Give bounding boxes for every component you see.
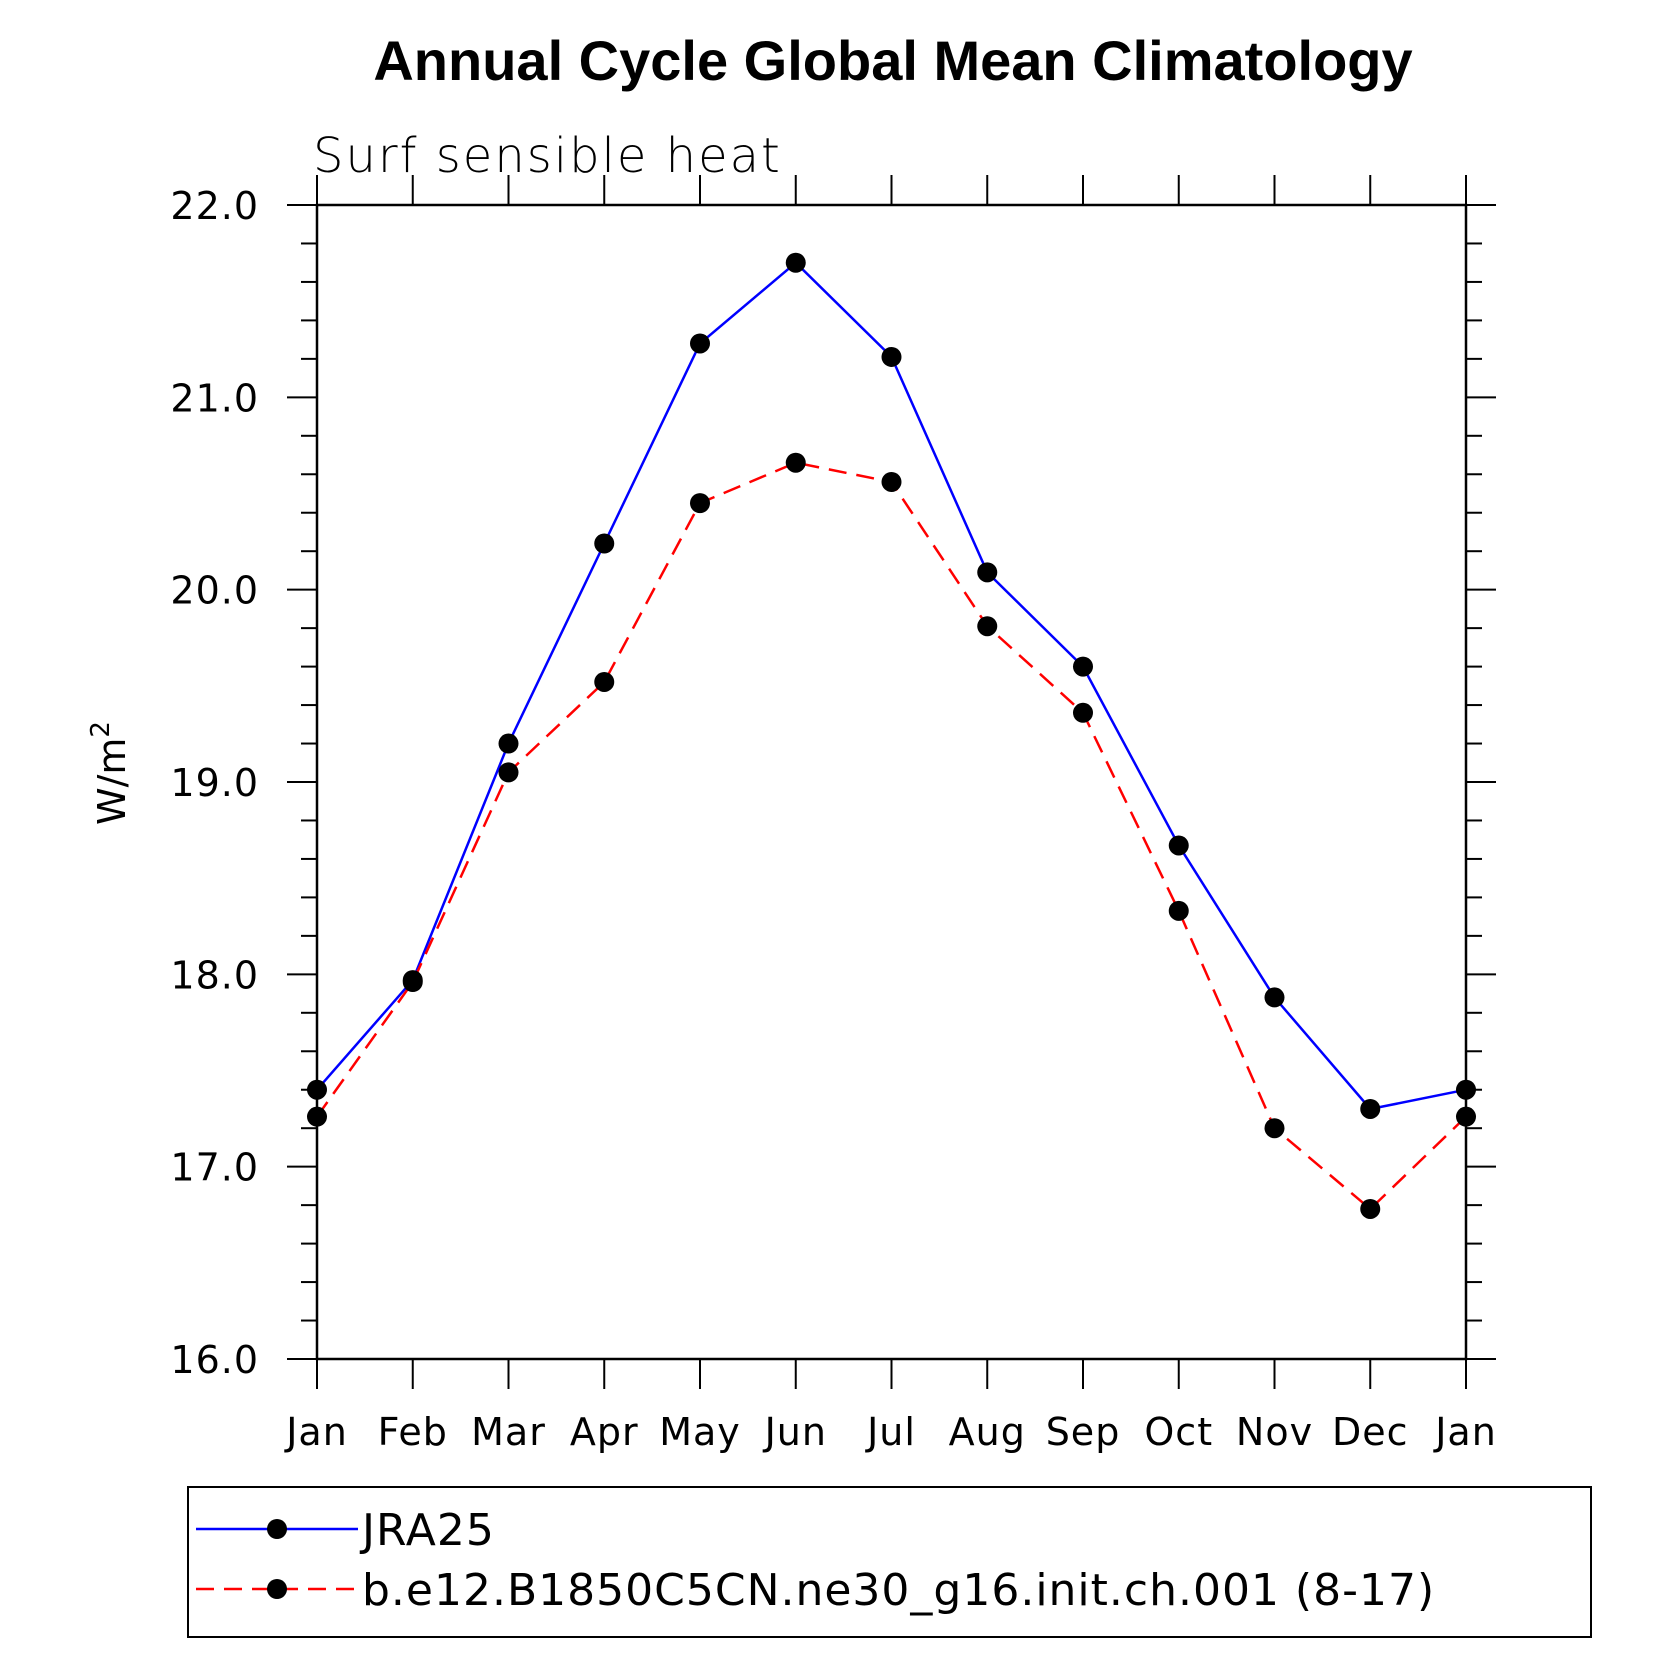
x-tick-label: Nov [1236,1410,1313,1454]
legend-marker-model [267,1579,287,1599]
series-0-point [594,533,615,554]
y-axis: 16.0 17.0 18.0 19.0 20.0 21.0 22.0 [170,184,1496,1382]
legend: JRA25 b.e12.B1850C5CN.ne30_g16.init.ch.0… [187,1486,1592,1638]
series-line-0 [316,261,1467,1111]
x-axis: Jan Feb Mar Apr May Jun Jul Aug Sep Oct Nov Dec Jan [284,175,1497,1454]
series-1-point [1073,702,1093,723]
y-tick-label: 16.0 [170,1338,259,1382]
series-0-point [977,562,998,583]
y-tick-label: 18.0 [170,953,259,997]
y-tick-label: 22.0 [170,184,259,228]
x-tick-label: Apr [570,1410,639,1454]
series-1-point [1264,1118,1285,1139]
series-1-point [977,616,998,637]
series-line-1 [315,461,1467,1211]
series-1-point [402,972,423,993]
series-0-point [1073,656,1093,677]
series-1-point [881,471,902,492]
x-tick-label: Feb [378,1410,448,1454]
x-tick-label: Jan [1433,1410,1497,1454]
series-0-point [1264,987,1285,1008]
series-0-point [785,252,806,273]
series-0-point [1456,1079,1476,1100]
series-0-point [307,1079,327,1100]
series-1-point [785,452,806,473]
y-tick-label: 17.0 [170,1146,259,1190]
x-tick-label: Jan [284,1410,348,1454]
series-1-point [498,762,519,783]
plot-area [315,203,1468,1361]
series-1-point [1360,1198,1381,1219]
y-tick-label: 20.0 [170,569,259,613]
series-layer [307,252,1476,1219]
plot-border [315,203,1468,1361]
legend-label-model: b.e12.B1850C5CN.ne30_g16.init.ch.001 (8-… [362,1565,1435,1616]
series-0-point [498,733,519,754]
legend-box [187,1486,1592,1638]
x-tick-label: Sep [1046,1410,1121,1454]
series-1-point [307,1106,327,1127]
chart-title: Annual Cycle Global Mean Climatology [373,29,1412,92]
series-0-point [881,346,902,367]
x-tick-label: Jul [865,1410,916,1454]
series-1-point [594,671,615,692]
y-axis-label-superscript: 2 [86,721,116,738]
x-tick-label: Oct [1144,1410,1213,1454]
series-0-point [1168,835,1189,856]
series-1-point [690,493,710,514]
legend-label-jra25: JRA25 [359,1505,495,1556]
x-tick-label: Mar [471,1410,546,1454]
legend-marker-jra25 [267,1519,287,1539]
series-0-point [1360,1098,1381,1119]
x-tick-label: Dec [1332,1410,1409,1454]
x-tick-label: May [659,1410,741,1454]
x-tick-label: Jun [763,1410,827,1454]
y-tick-label: 21.0 [170,376,259,420]
y-tick-label: 19.0 [170,761,259,805]
series-0-point [690,333,710,354]
series-1-point [1456,1106,1476,1127]
chart-subtitle: Surf sensible heat [313,128,782,184]
x-tick-label: Aug [949,1410,1026,1454]
series-1-point [1168,900,1189,921]
y-axis-label: W/m2 [86,721,134,825]
y-axis-label-text: W/m [90,738,134,825]
